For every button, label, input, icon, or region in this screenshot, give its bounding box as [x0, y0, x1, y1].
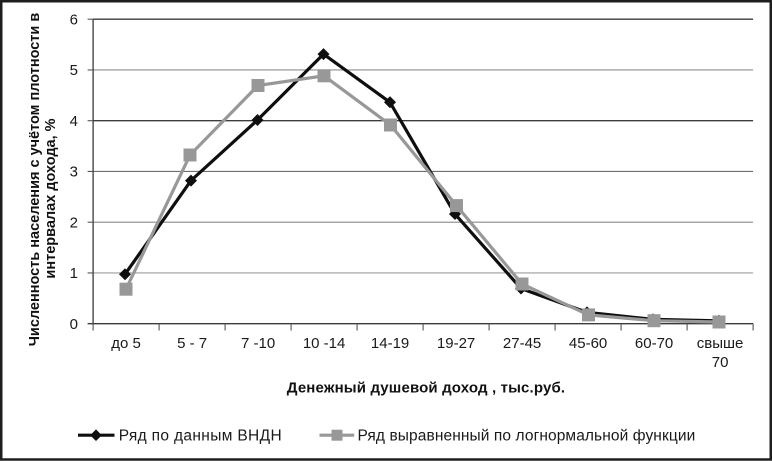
svg-text:5 - 7: 5 - 7: [177, 335, 207, 352]
svg-text:10 -14: 10 -14: [303, 335, 346, 352]
svg-text:27-45: 27-45: [503, 335, 541, 352]
svg-text:60-70: 60-70: [635, 335, 673, 352]
svg-text:Денежный душевой доход , тыс.р: Денежный душевой доход , тыс.руб.: [287, 380, 565, 397]
svg-text:1: 1: [70, 265, 78, 282]
svg-text:до 5: до 5: [111, 335, 141, 352]
svg-text:3: 3: [70, 164, 78, 181]
svg-text:свыше: свыше: [697, 335, 744, 352]
svg-text:0: 0: [70, 316, 78, 333]
svg-text:45-60: 45-60: [569, 335, 607, 352]
svg-text:4: 4: [70, 113, 78, 130]
svg-text:Ряд по данным ВНДН: Ряд по данным ВНДН: [119, 428, 282, 445]
svg-text:Численность населения с учётом: Численность населения с учётом плотности…: [27, 13, 43, 347]
svg-text:6: 6: [70, 12, 78, 29]
svg-text:интервалах дохода, %: интервалах дохода, %: [43, 118, 59, 278]
svg-text:19-27: 19-27: [437, 335, 475, 352]
svg-text:2: 2: [70, 215, 78, 232]
svg-text:70: 70: [712, 354, 729, 371]
svg-text:5: 5: [70, 62, 78, 79]
svg-text:14-19: 14-19: [371, 335, 409, 352]
svg-text:7 -10: 7 -10: [241, 335, 275, 352]
svg-text:Ряд выравненный по логнормальн: Ряд выравненный по логнормальной функции: [358, 428, 696, 445]
